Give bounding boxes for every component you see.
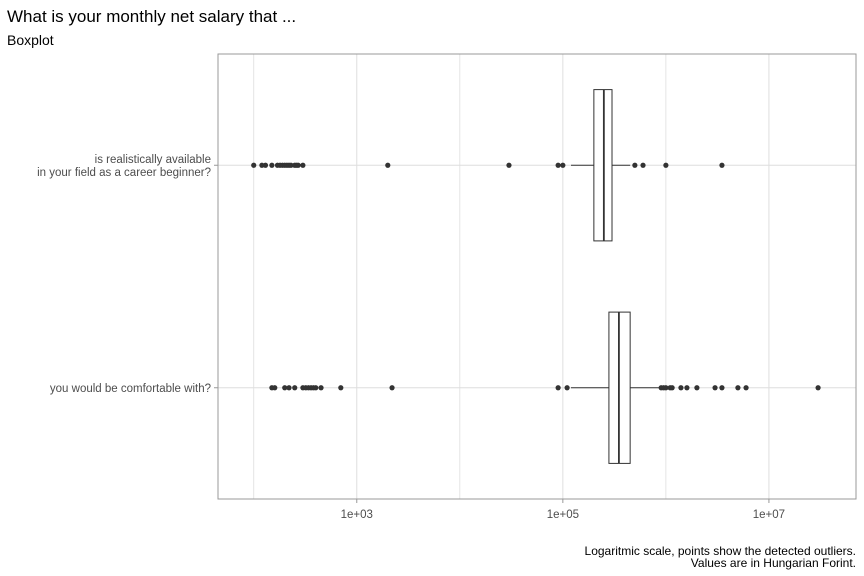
outlier-point — [684, 385, 690, 391]
outlier-point — [663, 162, 669, 168]
x-tick-label: 1e+05 — [547, 509, 579, 521]
outlier-point — [318, 385, 324, 391]
outlier-layer — [251, 162, 821, 391]
outlier-point — [735, 385, 741, 391]
outlier-point — [564, 385, 570, 391]
caption-line-1: Logaritmic scale, points show the detect… — [585, 544, 856, 558]
outlier-point — [815, 385, 821, 391]
outlier-point — [506, 162, 512, 168]
outlier-point — [292, 385, 298, 391]
outlier-point — [712, 385, 718, 391]
outlier-point — [743, 385, 749, 391]
outlier-point — [338, 385, 344, 391]
outlier-point — [269, 162, 275, 168]
chart-title: What is your monthly net salary that ... — [7, 7, 296, 26]
outlier-point — [640, 162, 646, 168]
category-label: is realistically available — [95, 154, 211, 166]
outlier-point — [259, 162, 265, 168]
category-label: you would be comfortable with? — [50, 383, 211, 395]
x-axis-ticks: 1e+03 1e+05 1e+07 — [341, 499, 785, 521]
outlier-point — [669, 385, 675, 391]
outlier-point — [262, 162, 269, 168]
outlier-point — [719, 385, 725, 391]
outlier-point — [313, 385, 319, 391]
outlier-point — [385, 162, 391, 168]
outlier-point — [694, 385, 700, 391]
outlier-point — [678, 385, 684, 391]
outlier-point — [719, 162, 725, 168]
outlier-point — [555, 162, 561, 168]
x-tick-label: 1e+03 — [341, 509, 373, 521]
outlier-point — [632, 162, 638, 168]
x-tick-label: 1e+07 — [753, 509, 785, 521]
category-label: in your field as a career beginner? — [37, 167, 211, 179]
outlier-point — [288, 162, 294, 168]
iqr-box — [593, 89, 613, 242]
chart-subtitle: Boxplot — [7, 32, 54, 48]
outlier-point — [555, 385, 561, 391]
outlier-point — [663, 385, 669, 391]
outlier-point — [286, 385, 292, 391]
outlier-point — [300, 162, 306, 168]
outlier-point — [389, 385, 395, 391]
outlier-point — [560, 162, 566, 168]
outlier-point — [282, 385, 288, 391]
outlier-point — [272, 385, 278, 391]
box-layer — [571, 89, 662, 464]
panel-border — [217, 53, 857, 500]
outlier-point — [251, 162, 257, 168]
outlier-point — [295, 162, 301, 168]
grid-layer — [218, 54, 856, 499]
caption-line-2: Values are in Hungarian Forint. — [691, 556, 856, 570]
